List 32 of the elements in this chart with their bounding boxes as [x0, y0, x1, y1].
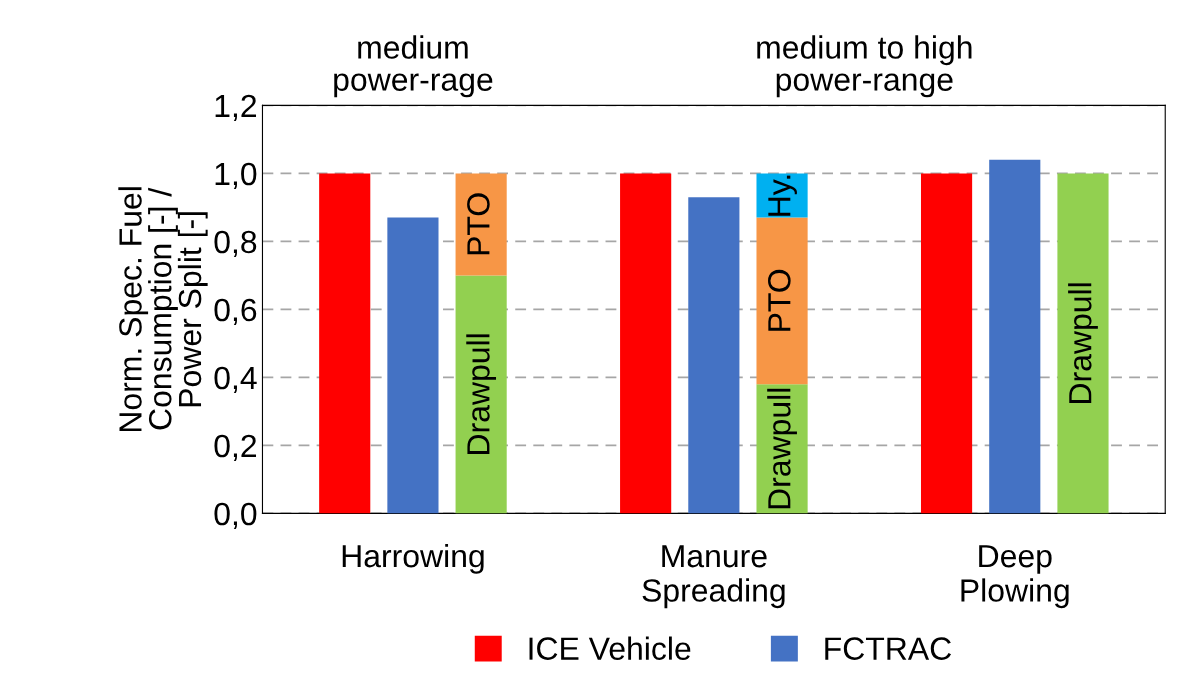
bar	[1057, 173, 1109, 514]
bar	[455, 173, 507, 276]
legend-label: FCTRAC	[825, 637, 952, 660]
text: medium power-rage	[334, 35, 493, 98]
bar	[920, 173, 973, 514]
legend-label: ICE Vehicle	[529, 636, 691, 660]
bar	[688, 197, 740, 514]
x-tick-label: Harrowing	[342, 543, 484, 574]
series-label: Drawpull	[767, 388, 797, 509]
x-tick-label: Manure Spreading	[642, 545, 785, 609]
text: PTO	[768, 269, 791, 331]
bar	[620, 173, 672, 514]
x-tick-label: Deep Plowing	[961, 545, 1069, 609]
bar	[989, 159, 1041, 514]
y-tick-label: 0,0	[214, 502, 257, 530]
y-axis-title: Norm. Spec. Fuel Consumption [-] / Power Split [-]	[118, 187, 208, 432]
text: Drawpull	[1068, 283, 1098, 403]
y-tick-label: 0,6	[214, 298, 257, 326]
y-tick-label: 0,4	[214, 366, 257, 394]
y-tick-label: 1,2	[215, 94, 257, 122]
bar	[319, 173, 371, 514]
text: Drawpull	[466, 334, 497, 454]
bar	[756, 217, 808, 385]
bar	[455, 275, 507, 514]
bar	[387, 217, 439, 514]
series-label: PTO	[467, 193, 490, 255]
series-label: Hy.	[768, 175, 797, 216]
text: medium to high power-range	[757, 35, 972, 98]
y-tick-label: 0,8	[214, 230, 257, 258]
y-tick-label: 0,2	[214, 434, 257, 462]
bar	[756, 173, 808, 218]
y-tick-label: 1,0	[215, 162, 257, 190]
